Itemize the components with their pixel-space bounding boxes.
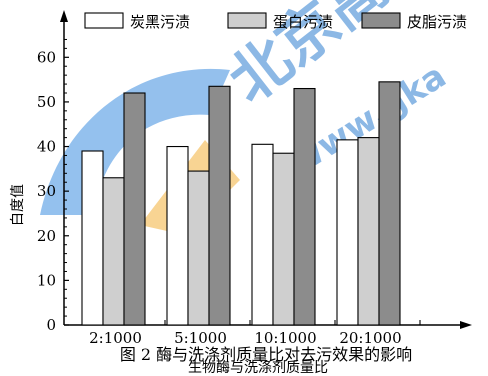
y-tick-label: 60 — [37, 48, 56, 66]
y-tick-label: 50 — [37, 93, 56, 111]
bar-2-1 — [102, 177, 125, 326]
x-ticks: 2:1000 5:1000 10:1000 20:1000 — [89, 320, 421, 347]
figure-caption: 图 2 酶与洗涤剂质量比对去污效果的影响 — [120, 345, 412, 364]
bar-2-4 — [357, 137, 380, 326]
bar-2-3 — [272, 152, 295, 326]
bar-1-4 — [336, 139, 359, 326]
bar-3-2 — [208, 85, 231, 326]
y-tick-label: 30 — [37, 182, 56, 200]
legend-swatch-1 — [84, 12, 124, 29]
bars — [81, 81, 401, 326]
y-axis-title: 白度值 — [10, 184, 26, 226]
x-tick-label: 20:1000 — [339, 329, 401, 347]
bar-3-3 — [293, 87, 316, 326]
legend-swatch-3 — [361, 12, 401, 29]
y-tick-label: 10 — [37, 271, 56, 289]
x-axis-arrow — [460, 321, 472, 329]
x-tick-label: 2:1000 — [89, 329, 142, 347]
bar-2-2 — [187, 170, 210, 326]
legend-label-2: 蛋白污渍 — [273, 13, 333, 31]
bar-1-1 — [81, 150, 104, 326]
bar-3-4 — [378, 81, 401, 326]
y-tick-label: 40 — [37, 138, 56, 156]
bar-1-3 — [251, 143, 274, 326]
x-axis-title: 生物酶与洗涤剂质量比 — [188, 360, 328, 376]
bar-3-1 — [123, 92, 146, 326]
bar-1-2 — [166, 145, 189, 326]
y-tick-label: 0 — [46, 316, 56, 334]
legend-label-3: 皮脂污渍 — [407, 13, 467, 31]
y-tick-label: 20 — [37, 227, 56, 245]
legend-swatch-2 — [227, 12, 267, 29]
y-axis-arrow — [60, 10, 68, 22]
x-tick-label: 10:1000 — [254, 329, 316, 347]
y-ticks: 0 10 20 30 40 50 60 — [37, 38, 69, 334]
legend-label-1: 炭黑污渍 — [130, 13, 190, 31]
x-tick-label: 5:1000 — [174, 329, 227, 347]
legend: 炭黑污渍 蛋白污渍 皮脂污渍 — [84, 12, 467, 31]
